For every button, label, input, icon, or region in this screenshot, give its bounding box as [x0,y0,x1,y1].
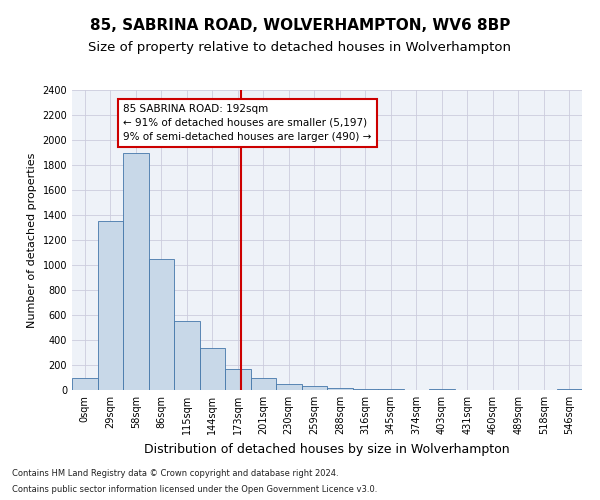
Bar [251,378,276,390]
Text: 85, SABRINA ROAD, WOLVERHAMPTON, WV6 8BP: 85, SABRINA ROAD, WOLVERHAMPTON, WV6 8BP [90,18,510,32]
Bar [225,369,251,390]
Bar [302,386,327,390]
Y-axis label: Number of detached properties: Number of detached properties [27,152,37,328]
Bar [72,378,97,390]
Text: 85 SABRINA ROAD: 192sqm
← 91% of detached houses are smaller (5,197)
9% of semi-: 85 SABRINA ROAD: 192sqm ← 91% of detache… [123,104,371,142]
Bar [149,259,174,390]
Bar [276,384,302,390]
Bar [327,388,353,390]
X-axis label: Distribution of detached houses by size in Wolverhampton: Distribution of detached houses by size … [144,442,510,456]
Bar [97,221,123,390]
Text: Contains HM Land Registry data © Crown copyright and database right 2024.: Contains HM Land Registry data © Crown c… [12,468,338,477]
Bar [123,152,149,390]
Text: Size of property relative to detached houses in Wolverhampton: Size of property relative to detached ho… [89,41,511,54]
Bar [353,389,378,390]
Bar [199,348,225,390]
Text: Contains public sector information licensed under the Open Government Licence v3: Contains public sector information licen… [12,485,377,494]
Bar [174,322,199,390]
